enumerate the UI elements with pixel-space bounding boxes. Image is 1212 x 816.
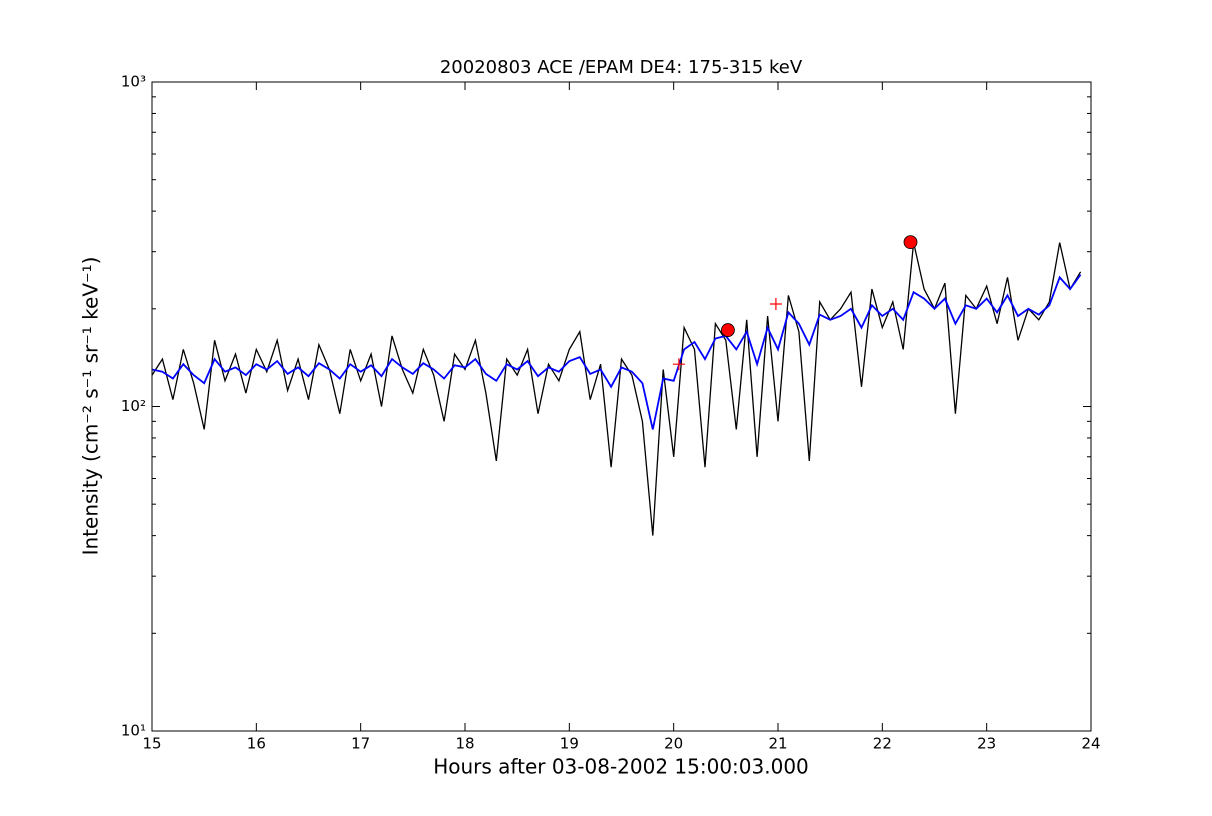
x-tick-label: 23 <box>977 735 996 753</box>
data-line <box>151 274 1082 430</box>
y-tick-label: 10¹ <box>121 722 146 740</box>
x-tick-label: 24 <box>1081 735 1100 753</box>
y-axis-label: Intensity (cm⁻² s⁻¹ sr⁻¹ keV⁻¹) <box>79 257 103 556</box>
x-tick-label: 19 <box>560 735 579 753</box>
y-tick-label: 10² <box>121 397 146 415</box>
x-tick-label: 15 <box>142 735 161 753</box>
marker-plus <box>769 297 782 310</box>
x-tick-label: 20 <box>664 735 683 753</box>
marker-plus <box>672 358 685 371</box>
x-tick-label: 22 <box>873 735 892 753</box>
marker-circle <box>721 323 735 337</box>
marker-circle <box>903 235 918 250</box>
x-axis-label: Hours after 03-08-2002 15:00:03.000 <box>433 755 809 779</box>
x-tick-label: 18 <box>455 735 474 753</box>
x-tick-label: 16 <box>247 735 266 753</box>
y-tick-label: 10³ <box>121 73 146 91</box>
chart-title: 20020803 ACE /EPAM DE4: 175-315 keV <box>440 57 803 78</box>
x-tick-label: 17 <box>351 735 370 753</box>
x-tick-label: 21 <box>768 735 787 753</box>
data-line <box>151 242 1082 536</box>
